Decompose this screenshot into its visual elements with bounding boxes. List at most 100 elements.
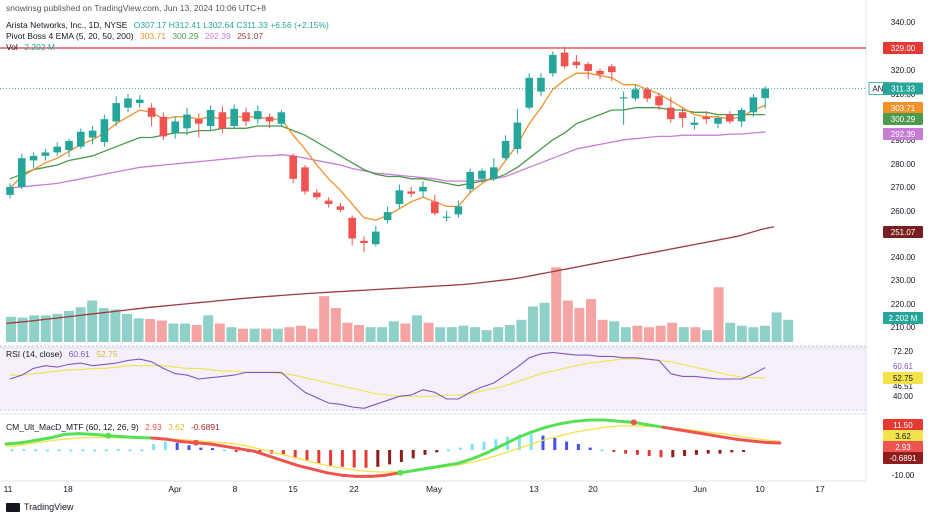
macd-line-segment (661, 425, 680, 432)
candle-body (584, 64, 592, 71)
macd-legend-label[interactable]: CM_Ult_MacD_MTF (60, 12, 26, 9) (6, 422, 139, 432)
candle-body (6, 186, 14, 195)
volume-bar (551, 267, 562, 342)
volume-bar (771, 312, 782, 342)
volume-bar (122, 313, 132, 342)
volume-bar (562, 300, 573, 342)
rsi-badge-bg (883, 360, 923, 372)
macd-line-segment (165, 437, 183, 444)
macd-histogram-bar (10, 449, 14, 452)
candle-body (383, 212, 392, 221)
macd-line-segment (734, 437, 753, 443)
volume-bar (736, 325, 747, 342)
candle-body (265, 116, 274, 122)
macd-histogram-bar (329, 450, 333, 466)
macd-histogram-bar (293, 450, 297, 459)
macd-histogram-bar (69, 449, 73, 452)
candle-body (124, 98, 132, 108)
price-tick-label: 270.00 (891, 183, 916, 192)
volume-bar (226, 327, 237, 342)
candle-body (608, 66, 616, 73)
time-tick-label: Jun (693, 484, 707, 494)
macd-histogram-bar (34, 449, 38, 452)
candle-body (112, 103, 120, 122)
volume-legend-label[interactable]: Vol (6, 42, 18, 52)
ema50-badge: 292.39 (891, 130, 916, 139)
volume-bar (342, 322, 353, 342)
volume-bar (110, 309, 121, 342)
macd-cross-dot (630, 419, 637, 426)
volume-bar (528, 306, 538, 342)
volume-bar (354, 324, 364, 342)
volume-bar (156, 320, 167, 342)
volume-bar (748, 327, 759, 342)
time-tick-label: 11 (4, 484, 13, 494)
time-tick-label: 22 (349, 484, 359, 494)
volume-bar (690, 327, 701, 342)
rsi-ma-badge: 52.75 (893, 374, 914, 383)
macd-line-badge: 2.93 (895, 443, 911, 452)
macd-histogram-bar (624, 450, 628, 454)
candle-body (690, 122, 699, 125)
macd-line-segment (325, 471, 344, 477)
candle-body (442, 216, 451, 218)
macd-histogram-bar (352, 450, 356, 468)
resistance-badge-bg (883, 42, 923, 54)
macd-histogram-bar (258, 450, 262, 452)
macd-histogram-bar (600, 449, 604, 452)
volume-bar (678, 327, 689, 342)
macd-histogram-bar (211, 448, 215, 451)
rsi-legend-label[interactable]: RSI (14, close) (6, 349, 63, 359)
macd-line-segment (427, 464, 446, 470)
ema200-badge-bg (883, 226, 923, 238)
macd-histogram-bar (281, 450, 285, 455)
macd-hist-badge-bg (883, 452, 923, 464)
candle-body (230, 108, 238, 127)
volume-bar (620, 327, 631, 342)
volume-bar (783, 319, 794, 342)
candle-body (643, 89, 651, 99)
macd-line-segment (500, 436, 519, 447)
volume-bar (493, 327, 504, 342)
macd-histogram-bar (57, 449, 61, 452)
macd-histogram-bar (45, 449, 49, 452)
volume-bars (6, 267, 794, 342)
time-tick-label: May (426, 484, 443, 494)
macd-histogram-bar (163, 441, 167, 450)
macd-tick-label: -10.00 (892, 471, 915, 480)
rsi-tick-label: 40.00 (893, 392, 914, 401)
macd-cross-dot (192, 439, 199, 446)
macd-line-segment (208, 442, 227, 448)
macd-histogram-bar (234, 450, 238, 452)
volume-bar (446, 327, 457, 342)
macd-histogram-bar (22, 449, 26, 452)
macd-line-segment (515, 430, 534, 440)
volume-bar (597, 319, 608, 342)
volume-bar (75, 307, 86, 342)
macd-line-segment (749, 439, 767, 444)
ema-legend-label[interactable]: Pivot Boss 4 EMA (5, 20, 50, 200) (6, 31, 134, 41)
volume-bar (644, 327, 654, 342)
candle-body (737, 109, 746, 122)
ema50-value: 292.39 (204, 31, 231, 41)
candle-body (572, 61, 581, 66)
macd-top-badge: 11.50 (893, 421, 913, 430)
tradingview-logo-icon (6, 502, 20, 512)
macd-histogram-bar (635, 450, 639, 455)
macd-line-segment (281, 459, 300, 468)
volume-legend: Vol 2.202 M (6, 42, 59, 52)
macd-histogram-bar (612, 450, 616, 452)
volume-bar (203, 315, 214, 342)
price-tick-label: 240.00 (891, 253, 916, 262)
price-badges: 329.00ANET311.33303.71300.29292.39251.07… (868, 42, 923, 464)
candle-body (41, 152, 50, 156)
time-tick-label: 10 (755, 484, 765, 494)
volume-bar (388, 321, 399, 342)
resistance-badge: 329.00 (891, 44, 916, 53)
symbol-line: Arista Networks, Inc., 1D, NYSE O307.17 … (6, 20, 333, 30)
symbol-name[interactable]: Arista Networks, Inc., 1D, NYSE (6, 20, 128, 30)
price-tick-label: 230.00 (891, 276, 916, 285)
tradingview-footer: TradingView (6, 502, 74, 512)
ema20-badge: 300.29 (891, 115, 916, 124)
